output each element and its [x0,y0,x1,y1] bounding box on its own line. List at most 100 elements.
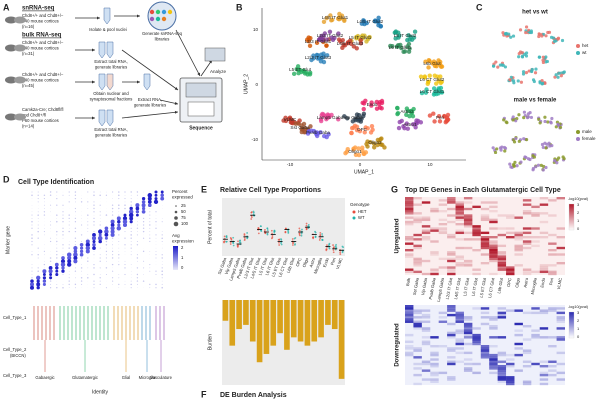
umap-point [436,78,442,84]
expression-dot [161,247,163,249]
expression-dot [98,233,102,237]
umap-point [511,79,516,83]
label: generate libraries [134,103,166,108]
legend-label: 0 [577,226,580,231]
row-label: Cell_Type_1 [3,315,27,320]
expression-dot [128,209,134,215]
proportion-dot [301,228,303,231]
expression-dot [99,267,101,269]
umap-point [538,81,542,85]
heatmap-cell [548,373,557,377]
heatmap-cell [522,203,532,206]
expression-dot [136,254,138,256]
label: synaptosomal fractions [90,97,133,102]
heatmap-cell [531,236,540,239]
label: Extract RNA, [138,97,162,102]
expression-dot [73,255,78,261]
heatmap-cell [480,216,490,219]
heatmap-cell [497,373,507,377]
umap-point [357,117,363,122]
burden-bar [325,300,331,325]
heatmap-cell [497,253,507,256]
heatmap-cell [506,266,515,269]
expression-dot [62,244,64,246]
proportion-dot [250,218,253,220]
column-label: L5 IT Glut [462,277,470,297]
axis-title: Marker gene [5,226,11,254]
expression-dot [141,200,146,204]
expression-dot [49,194,52,197]
heatmap-cell [497,351,507,355]
expression-dot [130,234,132,236]
umap-point [377,140,382,145]
heatmap-cell [522,349,532,352]
heatmap-cell [421,229,431,232]
legend-label: 1 [181,255,184,260]
expression-dot [93,214,95,216]
expression-dot [149,264,151,266]
expression-dot [80,277,83,279]
proportion-dot [277,238,280,241]
proportion-dot [273,230,276,232]
expression-dot [161,277,163,279]
row-title: Upregulated [395,218,401,253]
heatmap-cell [531,362,540,366]
expression-dot [161,270,163,272]
legend-label: 50 [181,209,186,214]
expression-dot [80,201,83,203]
expression-dot [68,224,70,226]
heatmap-cell [405,333,414,337]
heatmap-cell [480,253,490,256]
x-tick-label: L6 IT Glut [264,256,275,276]
heatmap-cell [556,351,565,355]
label: (n=31) [22,51,35,56]
heatmap-cell [463,367,473,370]
expression-dot [44,267,45,269]
expression-dot [50,224,52,226]
expression-dot [81,241,83,242]
expression-dot [31,220,33,223]
heatmap-cell [556,227,565,230]
proportion-dot [252,211,255,214]
label: Camk2a-Cre; Chd8fl/fl [22,107,63,112]
heatmap-cell [506,272,515,276]
expression-dot [74,287,76,289]
umap-point [540,78,544,83]
heatmap-cell [421,378,431,381]
panel-title: Relative Cell Type Proportions [220,187,321,194]
expression-dot [49,191,52,193]
heatmap-cell [405,255,414,258]
expression-dot [81,264,82,265]
expression-dot [124,260,126,262]
heatmap-cell [548,199,557,202]
proportion-dot [280,243,283,246]
heatmap-cell [447,356,456,359]
cluster-label: VLMC [284,117,297,122]
column-label: Bulk [405,277,411,287]
expression-dot [49,257,52,259]
column-label: L6b Glut [496,277,504,294]
heatmap-cell [421,360,431,363]
heatmap-cell [531,214,540,217]
legend-dot [174,210,178,214]
proportion-dot [339,251,342,254]
expression-dot [111,263,114,266]
expression-dot [155,287,157,289]
heatmap-cell [531,307,540,310]
heatmap-cell [497,336,507,339]
heatmap-cell [497,268,507,271]
heatmap-cell [556,253,565,256]
heatmap-cell [405,220,414,224]
burden-bar [229,300,236,346]
heatmap-cell [413,270,422,274]
heatmap-cell [522,212,532,215]
expression-dot [31,277,33,279]
arrowhead [174,101,178,105]
legend-swatch [576,51,580,55]
expression-dot [93,201,95,203]
expression-dot [105,240,108,243]
expression-dot [130,283,132,286]
heatmap-cell [514,353,523,357]
umap-point [365,144,370,149]
heatmap-cell [447,347,456,350]
